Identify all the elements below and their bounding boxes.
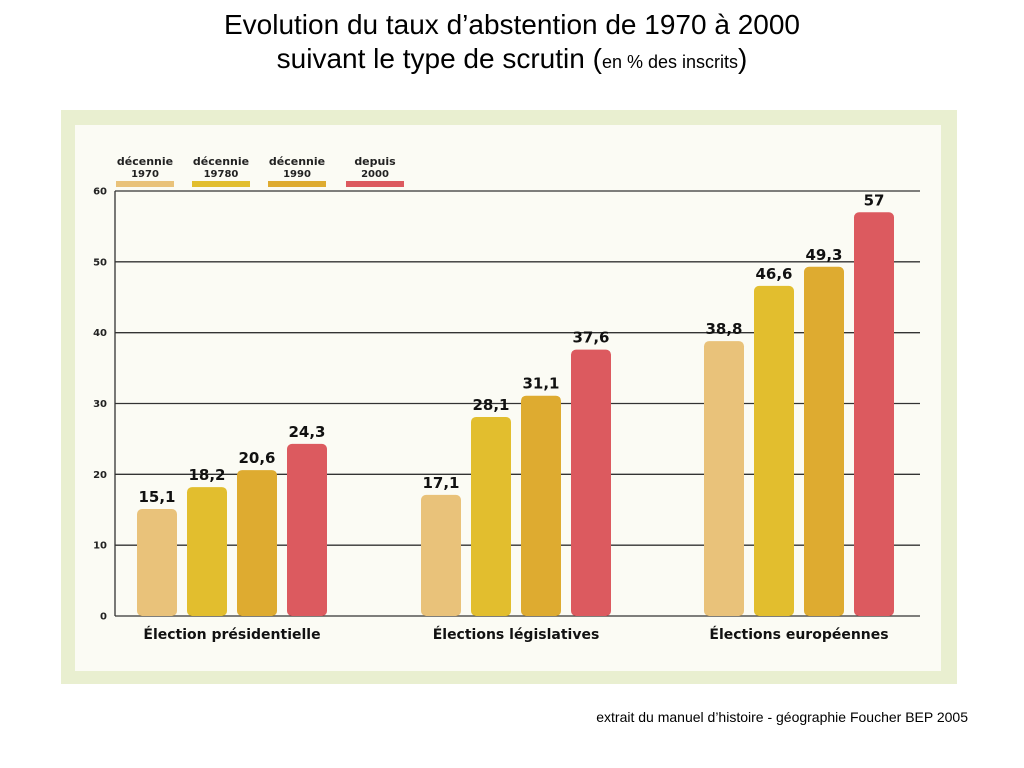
bar — [237, 470, 277, 616]
legend-label: 1990 — [283, 169, 311, 180]
chart-area: 0 10 20 30 40 50 60 15,1 18,2 20,6 24,3 Élection pr… — [75, 125, 941, 671]
y-tick-label: 10 — [93, 541, 107, 552]
legend-label: décennie — [193, 155, 249, 168]
legend-label: 19780 — [204, 169, 239, 180]
category-label: Élection présidentielle — [143, 626, 320, 643]
title-line-2-text: suivant le type de scrutin ( — [276, 43, 602, 74]
bar — [137, 509, 177, 616]
chart-frame: 0 10 20 30 40 50 60 15,1 18,2 20,6 24,3 Élection pr… — [61, 110, 957, 684]
data-label: 17,1 — [422, 474, 459, 492]
legend-swatch — [192, 181, 250, 187]
source-caption: extrait du manuel d’histoire - géographi… — [596, 709, 968, 725]
bar — [421, 494, 461, 616]
category-label: Élections européennes — [709, 626, 888, 643]
data-label: 38,8 — [705, 320, 742, 338]
legend-label: décennie — [269, 155, 325, 168]
bar — [287, 443, 327, 616]
category-label: Élections législatives — [433, 626, 600, 643]
bar — [571, 349, 611, 616]
bar — [471, 416, 511, 616]
title-close-paren: ) — [738, 43, 748, 74]
legend-label: depuis — [354, 155, 396, 168]
title-unit: en % des inscrits — [601, 52, 738, 72]
y-tick-label: 30 — [93, 399, 107, 410]
data-label: 49,3 — [805, 246, 842, 264]
data-label: 46,6 — [755, 265, 792, 283]
bar — [804, 266, 844, 616]
legend-label: décennie — [117, 155, 173, 168]
legend-swatch — [116, 181, 174, 187]
data-label: 37,6 — [572, 329, 609, 347]
data-label: 57 — [864, 191, 885, 209]
legend-label: 2000 — [361, 169, 389, 180]
data-label: 28,1 — [472, 396, 509, 414]
bar — [854, 212, 894, 616]
title-line-2: suivant le type de scrutin (en % des ins… — [0, 42, 1024, 79]
legend-swatch — [346, 181, 404, 187]
bar — [754, 285, 794, 616]
bar — [521, 395, 561, 616]
legend-swatch — [268, 181, 326, 187]
bar — [187, 487, 227, 616]
y-tick-label: 40 — [93, 328, 107, 339]
data-label: 20,6 — [238, 449, 275, 467]
bar — [704, 341, 744, 616]
y-tick-label: 20 — [93, 470, 107, 481]
chart-title: Evolution du taux d’abstention de 1970 à… — [0, 8, 1024, 79]
data-label: 31,1 — [522, 375, 559, 393]
bar-chart: 0 10 20 30 40 50 60 15,1 18,2 20,6 24,3 Élection pr… — [93, 155, 920, 643]
data-label: 15,1 — [138, 488, 175, 506]
y-tick-label: 50 — [93, 257, 107, 268]
y-tick-label: 0 — [100, 612, 107, 623]
data-label: 24,3 — [288, 423, 325, 441]
title-line-1: Evolution du taux d’abstention de 1970 à… — [223, 9, 800, 40]
y-tick-label: 60 — [93, 187, 107, 198]
legend-label: 1970 — [131, 169, 159, 180]
data-label: 18,2 — [188, 466, 225, 484]
